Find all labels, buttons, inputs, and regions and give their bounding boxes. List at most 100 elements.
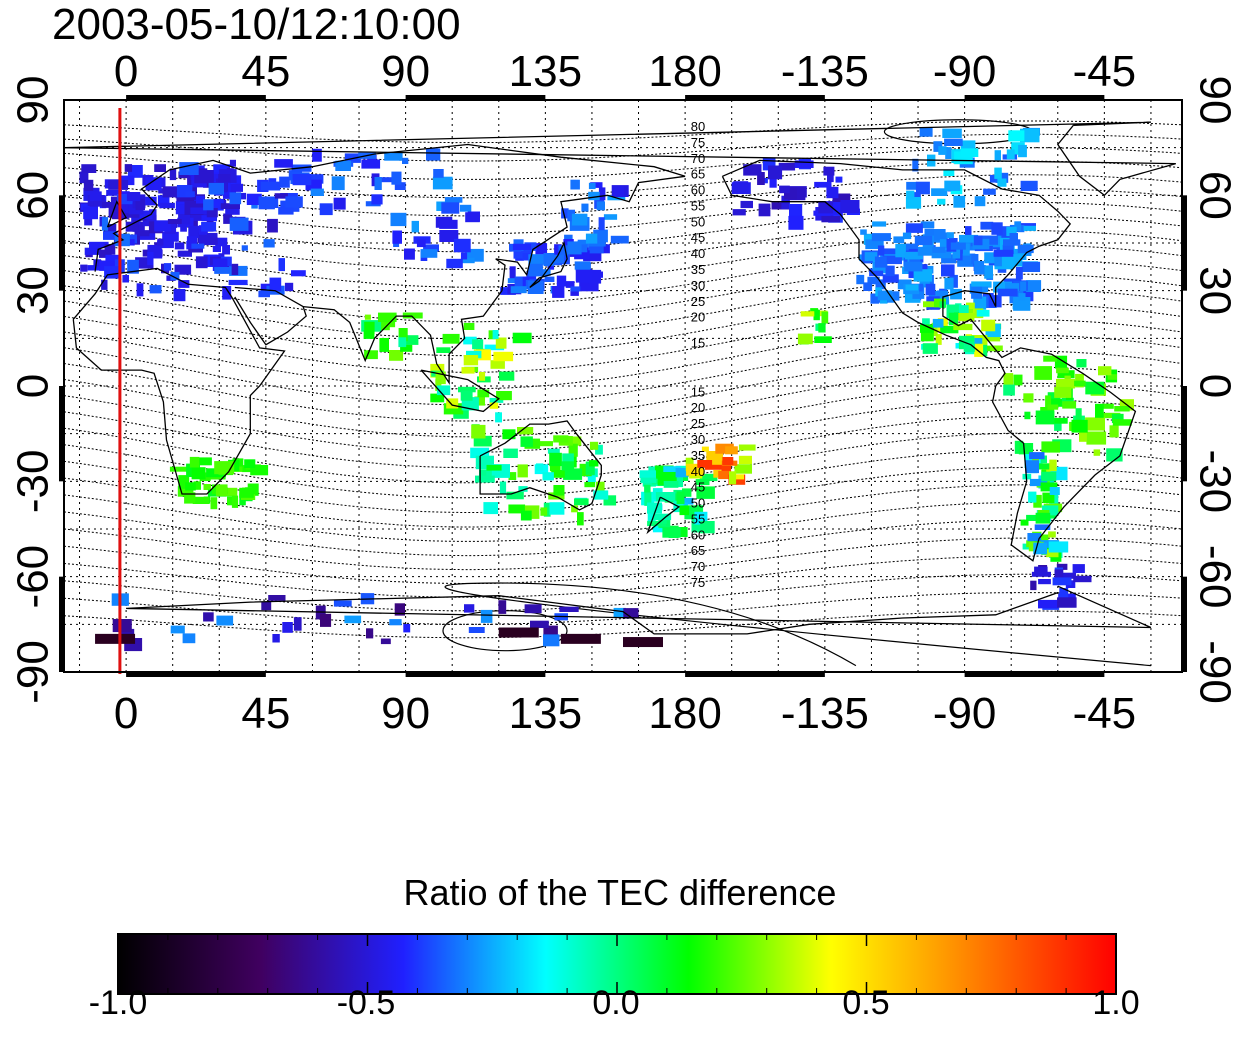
tec-patch [863, 233, 879, 245]
tec-patch [307, 174, 324, 184]
tec-patch [1024, 411, 1031, 420]
tec-patch [648, 466, 655, 474]
tec-patch [1051, 494, 1059, 504]
tec-patch [127, 259, 139, 274]
tec-patch [402, 157, 409, 164]
tec-patch [574, 261, 591, 270]
tec-patch [279, 176, 290, 188]
tec-patch [937, 198, 946, 205]
tec-patch [149, 285, 162, 294]
tec-patch [194, 170, 214, 184]
tec-patch [335, 160, 351, 171]
tec-patch [229, 159, 236, 167]
tec-patch [195, 256, 208, 269]
tec-patch [794, 160, 814, 168]
tec-patch [174, 264, 192, 275]
lon-tick-label: -45 [1073, 47, 1137, 96]
tec-patch [1026, 514, 1038, 521]
tec-patch [1057, 597, 1077, 608]
tec-patch [404, 248, 415, 260]
lon-tick-label: 90 [381, 689, 430, 738]
tec-patch [364, 321, 375, 334]
tec-patch [983, 188, 996, 195]
tec-patch [512, 332, 532, 344]
tec-patch [486, 464, 502, 471]
tec-patch [722, 457, 734, 465]
tec-patch [937, 290, 947, 297]
tec-patch [441, 202, 460, 214]
tec-patch [904, 261, 923, 272]
tec-patch [258, 196, 275, 210]
tec-patch [966, 302, 975, 314]
tec-patch [518, 486, 528, 492]
coastline [126, 585, 1152, 635]
tec-patch [585, 461, 595, 475]
tec-patch [502, 429, 516, 440]
tec-patch [944, 138, 963, 146]
tec-patch [943, 170, 955, 176]
tec-patch [933, 141, 943, 152]
tec-patch [95, 633, 136, 644]
tec-patch [864, 252, 878, 261]
tec-patch [993, 281, 1005, 293]
tec-patch [962, 253, 975, 262]
tec-patch [1038, 579, 1051, 585]
coastline [106, 200, 128, 228]
frame-bar [59, 386, 64, 482]
tec-patch [902, 232, 912, 240]
tec-patch [390, 212, 407, 227]
tec-patch [191, 243, 205, 249]
tec-patch [1020, 128, 1040, 143]
coastlines [64, 121, 1176, 635]
magnetic-contour [64, 230, 1182, 288]
tec-patch [167, 219, 182, 224]
tec-patch [558, 245, 568, 256]
tec-patch [1025, 460, 1039, 474]
tec-patch [1045, 395, 1052, 408]
tec-patch [411, 220, 419, 233]
tec-patch [1106, 448, 1123, 462]
frame-bar [685, 95, 825, 100]
tec-patch [439, 219, 458, 229]
tec-patch [178, 475, 190, 489]
contour-label: 30 [691, 432, 705, 447]
coastline [64, 121, 1176, 197]
tec-patch [442, 333, 460, 344]
tec-patch [162, 231, 179, 242]
lat-tick-label: 0 [1190, 374, 1239, 398]
tec-patch [213, 198, 224, 211]
tec-patch [227, 496, 235, 506]
tec-patch [499, 481, 507, 494]
tec-patch [909, 253, 921, 266]
tec-patch [538, 441, 553, 447]
tec-patch [892, 291, 900, 301]
tec-patch [642, 481, 656, 487]
tec-patch [540, 507, 548, 516]
tec-patch [682, 488, 692, 497]
tec-patch [1030, 580, 1037, 591]
tec-patch [994, 167, 1002, 179]
tec-patch [563, 468, 583, 480]
tec-patch [522, 253, 532, 261]
tec-patch [997, 288, 1018, 297]
tec-patch [101, 279, 108, 290]
tec-patch [1054, 569, 1064, 581]
tec-patch [1056, 378, 1076, 389]
tec-patch [826, 186, 839, 199]
tec-patch [944, 180, 961, 191]
contour-label: 30 [691, 278, 705, 293]
magnetic-contour [64, 133, 1182, 162]
tec-patch [874, 256, 887, 268]
tec-patch [439, 230, 459, 242]
tec-patch [423, 244, 439, 252]
tec-patch [179, 162, 199, 175]
tec-patch [320, 613, 332, 627]
lat-tick-label: 30 [1190, 266, 1239, 315]
tec-patch [520, 510, 532, 521]
coastline [94, 143, 686, 272]
tec-patch [997, 267, 1007, 273]
tec-patch [344, 615, 362, 624]
tec-patch [433, 169, 444, 178]
tec-patch [1013, 374, 1023, 386]
tec-patch [547, 448, 560, 454]
